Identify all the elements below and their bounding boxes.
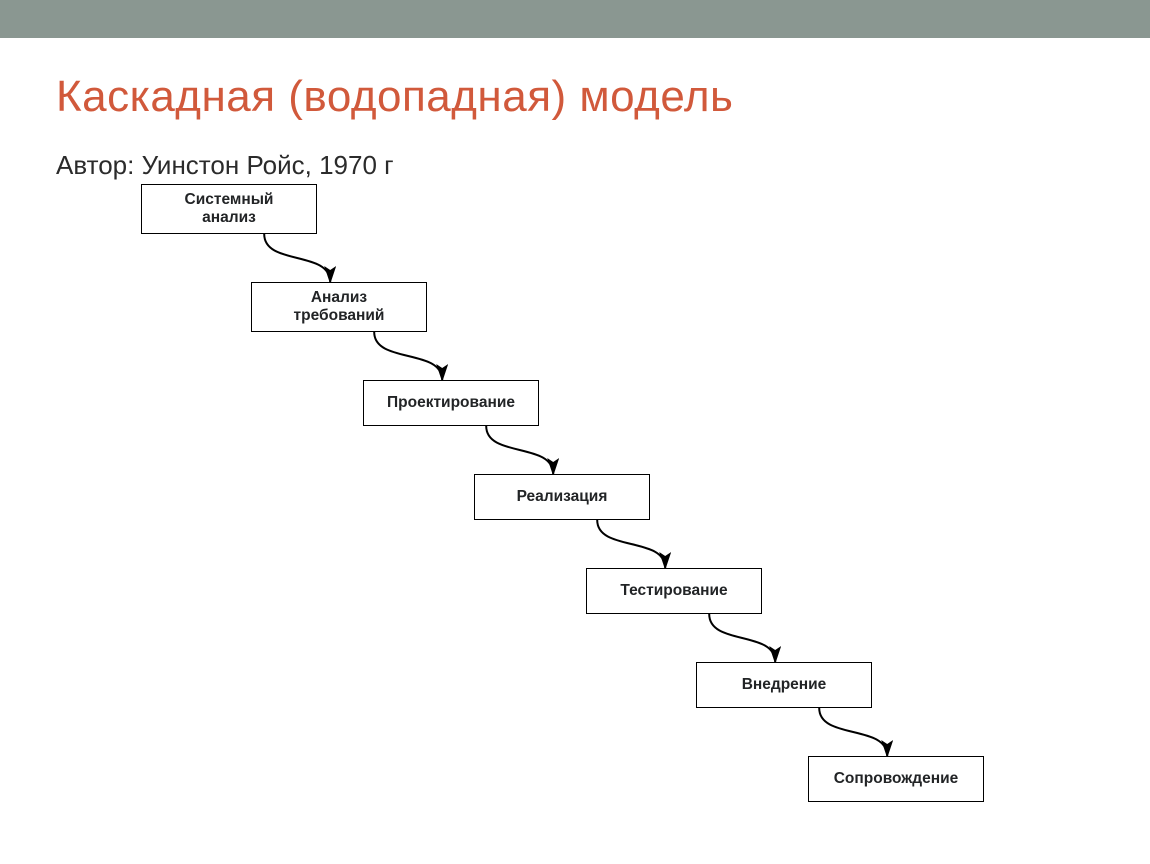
- flow-node-n2: Анализ требований: [251, 282, 427, 332]
- flow-node-label: Системный анализ: [185, 191, 274, 227]
- flow-node-label: Реализация: [517, 488, 608, 506]
- flow-node-n6: Внедрение: [696, 662, 872, 708]
- flow-node-label: Проектирование: [387, 394, 515, 412]
- flow-arrow: [374, 332, 442, 380]
- flow-arrow: [486, 426, 553, 474]
- flow-arrow: [597, 520, 665, 568]
- waterfall-diagram: Системный анализ Анализ требований Проекти…: [0, 0, 1150, 864]
- flow-arrow: [819, 708, 887, 756]
- flow-node-n5: Тестирование: [586, 568, 762, 614]
- flow-node-n1: Системный анализ: [141, 184, 317, 234]
- flow-node-label: Внедрение: [742, 676, 827, 694]
- flow-node-n3: Проектирование: [363, 380, 539, 426]
- flow-node-label: Анализ требований: [294, 289, 385, 325]
- flow-arrow: [264, 234, 330, 282]
- flow-node-n4: Реализация: [474, 474, 650, 520]
- flow-node-n7: Сопровождение: [808, 756, 984, 802]
- flow-arrows: [0, 0, 1150, 864]
- flow-node-label: Сопровождение: [834, 770, 959, 788]
- flow-node-label: Тестирование: [620, 582, 727, 600]
- flow-arrow: [709, 614, 775, 662]
